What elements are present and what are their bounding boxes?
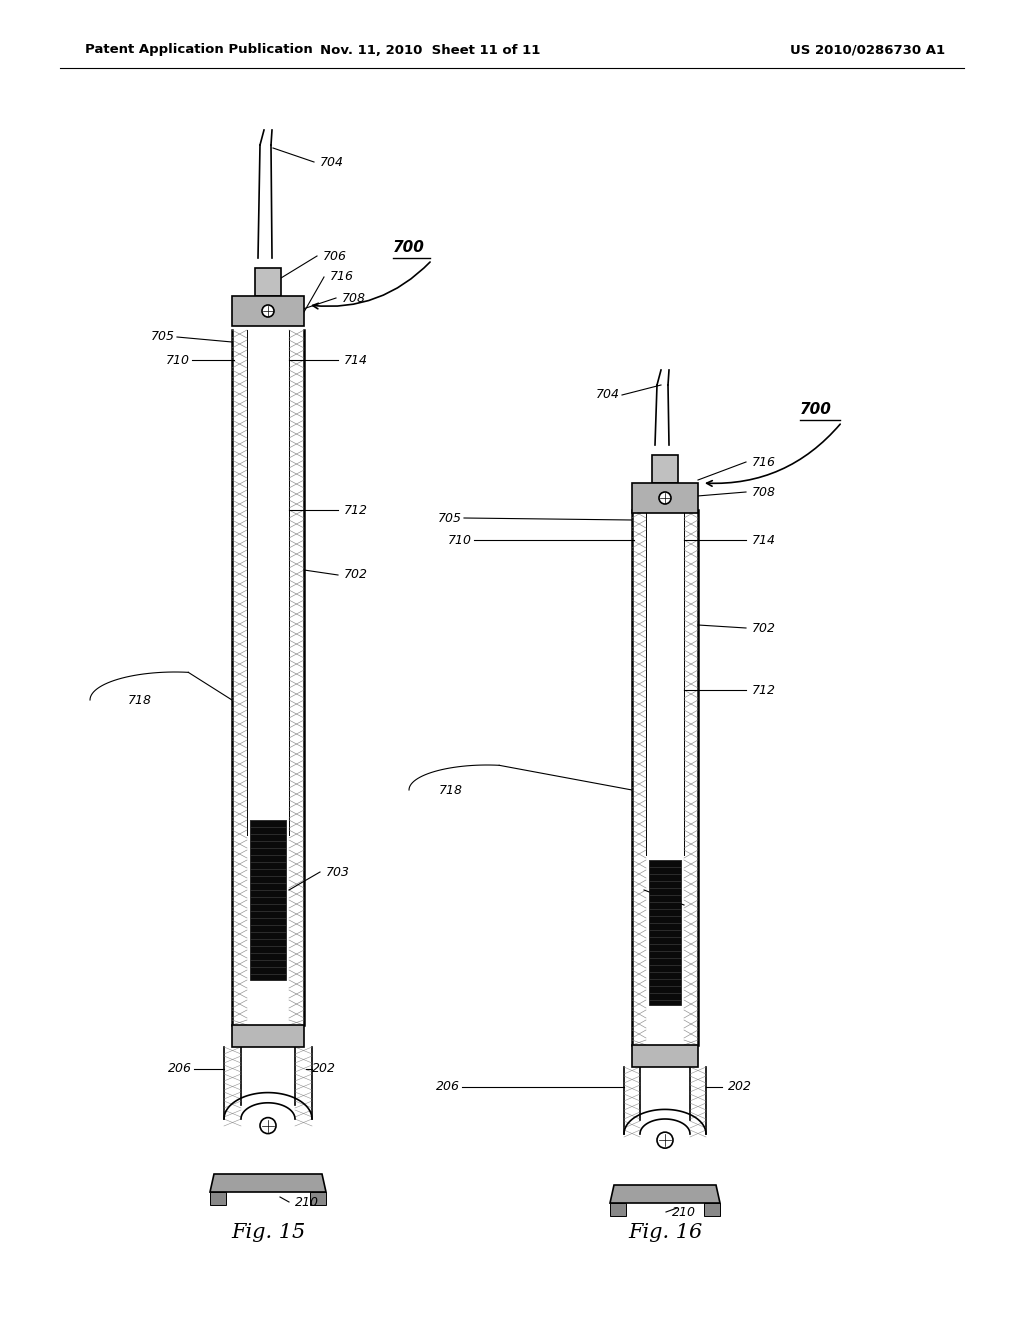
Polygon shape [652, 455, 678, 483]
Text: 702: 702 [344, 569, 368, 582]
Text: Patent Application Publication: Patent Application Publication [85, 44, 312, 57]
Circle shape [659, 492, 671, 504]
Text: 705: 705 [151, 330, 175, 343]
Polygon shape [232, 296, 304, 326]
Text: 712: 712 [752, 684, 776, 697]
Text: 712: 712 [344, 503, 368, 516]
Text: 710: 710 [166, 354, 190, 367]
Polygon shape [649, 861, 681, 1005]
Text: 202: 202 [728, 1081, 752, 1093]
Circle shape [262, 305, 274, 317]
Text: 702: 702 [752, 622, 776, 635]
Text: 210: 210 [295, 1196, 319, 1209]
Text: 703: 703 [326, 866, 350, 879]
Text: 708: 708 [342, 292, 366, 305]
Polygon shape [255, 268, 281, 296]
Text: Fig. 16: Fig. 16 [628, 1222, 702, 1242]
Text: 700: 700 [393, 239, 425, 255]
Text: 706: 706 [323, 249, 347, 263]
Text: 206: 206 [168, 1063, 193, 1076]
Text: 714: 714 [344, 354, 368, 367]
Text: 704: 704 [596, 388, 620, 401]
Text: 714: 714 [752, 533, 776, 546]
Text: 718: 718 [439, 784, 463, 796]
Polygon shape [632, 483, 698, 513]
Circle shape [657, 1133, 673, 1148]
Polygon shape [250, 820, 286, 979]
Text: Nov. 11, 2010  Sheet 11 of 11: Nov. 11, 2010 Sheet 11 of 11 [319, 44, 541, 57]
Text: 718: 718 [128, 693, 152, 706]
Text: 705: 705 [438, 511, 462, 524]
Polygon shape [632, 1045, 698, 1067]
Text: US 2010/0286730 A1: US 2010/0286730 A1 [790, 44, 945, 57]
Text: 210: 210 [672, 1205, 696, 1218]
Polygon shape [210, 1173, 326, 1192]
Text: 704: 704 [319, 156, 344, 169]
Text: 206: 206 [436, 1081, 460, 1093]
Polygon shape [610, 1203, 626, 1216]
Text: 703: 703 [650, 883, 674, 896]
Circle shape [260, 1118, 276, 1134]
Text: 710: 710 [449, 533, 472, 546]
Polygon shape [310, 1192, 326, 1205]
Polygon shape [705, 1203, 720, 1216]
Polygon shape [610, 1185, 720, 1203]
Text: 700: 700 [800, 403, 831, 417]
Polygon shape [232, 1026, 304, 1047]
Text: 716: 716 [752, 455, 776, 469]
Text: 716: 716 [330, 271, 354, 284]
Text: Fig. 15: Fig. 15 [230, 1222, 305, 1242]
Text: 708: 708 [752, 486, 776, 499]
Text: 202: 202 [312, 1063, 336, 1076]
Polygon shape [210, 1192, 226, 1205]
